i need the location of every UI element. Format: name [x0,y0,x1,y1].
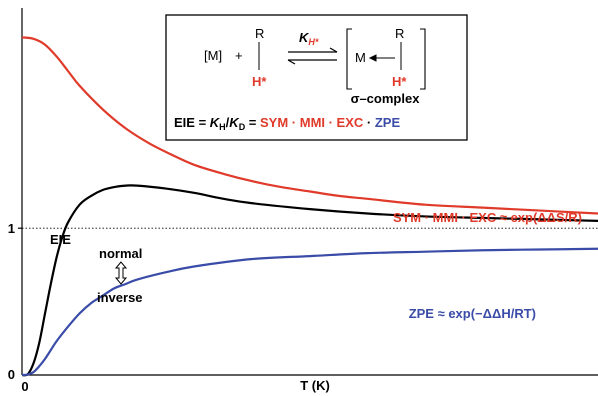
y-tick-label-1: 1 [8,221,15,236]
complex-arrow-icon [368,54,395,62]
eie-equation: EIE = KH/KD = SYM · MMI · EXC · ZPE [174,115,400,132]
H-label: H* [252,74,267,89]
metal-label: [M] [204,48,222,63]
series-label-sym: SYM · MMI · EXC ≈ exp(ΔΔS/R) [393,210,582,225]
series-label-eie: EIE [50,232,71,247]
inset-frame [165,14,468,141]
equilibrium-arrows-icon [287,47,338,65]
double-arrow-icon [114,261,128,285]
series-line-2 [21,247,598,377]
complex-R: R [395,26,404,41]
series-line-0 [21,36,598,215]
y-tick-label-0: 0 [8,367,15,382]
axes: 0 1 0 T (K) [8,8,598,394]
R-label: R [255,26,264,41]
series-line-1 [21,184,598,377]
complex-brackets [346,28,426,90]
series-label-zpe: ZPE ≈ exp(−ΔΔH/RT) [409,306,536,321]
annotation-inverse: inverse [97,290,143,305]
x-axis-label: T (K) [300,378,330,393]
K-label: KH* [299,30,319,47]
sigma-complex-label: σ–complex [351,91,421,106]
series-layer [21,36,598,377]
reaction-scheme-inset: [M] + R H* KH* M R H* σ–complex EIE = KH… [165,14,468,141]
annotation-normal: normal [99,246,142,261]
complex-metal: M [355,50,366,65]
complex-H: H* [392,74,407,89]
plus-sign: + [235,48,243,63]
x-tick-label-0: 0 [21,379,28,394]
